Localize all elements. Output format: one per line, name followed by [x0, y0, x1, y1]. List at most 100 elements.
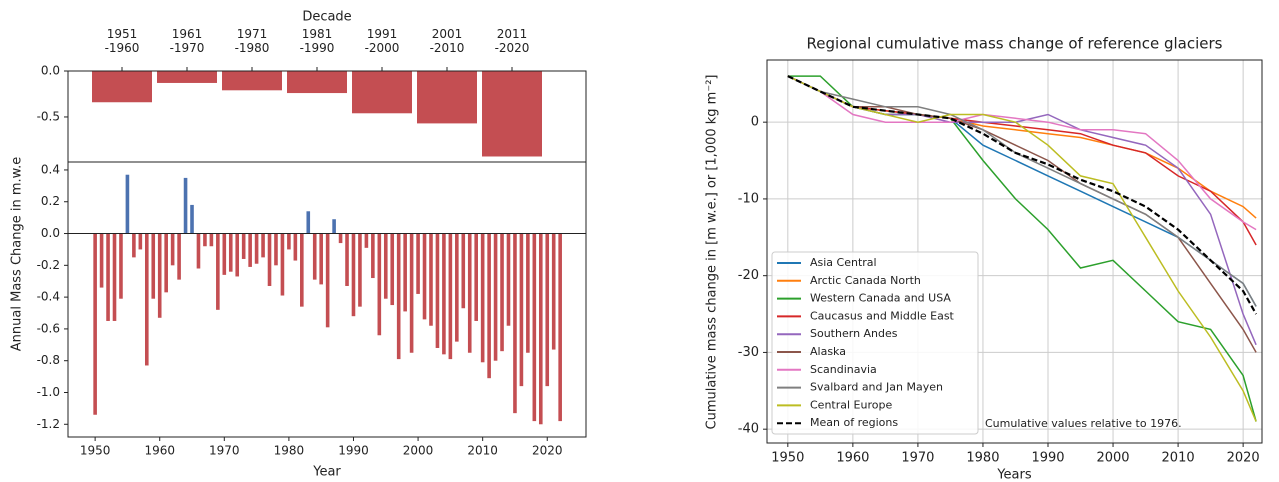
line — [787, 75, 1257, 231]
legend-label: Alaska — [810, 345, 846, 358]
line — [787, 75, 1257, 219]
line — [787, 75, 1258, 315]
x-tick-label: 2000 — [403, 444, 434, 458]
x-tick-label: 1990 — [1031, 451, 1064, 466]
y-tick-label: 0 — [751, 115, 759, 130]
line — [787, 75, 1257, 246]
y-tick-label: 0.2 — [41, 194, 60, 208]
bar — [261, 233, 265, 258]
bar — [312, 233, 317, 280]
bar — [383, 233, 388, 299]
bar — [455, 233, 459, 342]
bar — [482, 71, 542, 157]
x-axis-label: Years — [996, 468, 1032, 482]
bar — [474, 233, 478, 321]
x-tick-label: 1990 — [338, 444, 369, 458]
x-tick-label: 1961 -1970 — [169, 27, 205, 55]
bar — [351, 233, 356, 317]
line — [787, 75, 1257, 422]
bar — [409, 233, 414, 353]
legend-label: Mean of regions — [810, 416, 898, 429]
y-tick-label: -40 — [738, 422, 759, 437]
bar — [526, 233, 530, 353]
x-tick-label: 1970 — [901, 451, 934, 466]
bar — [325, 233, 330, 328]
y-tick-label: 0.0 — [41, 64, 60, 78]
bar — [345, 233, 349, 286]
bar — [203, 233, 207, 247]
bar — [132, 233, 136, 258]
chart-title: Regional cumulative mass change of refer… — [807, 35, 1223, 53]
bar — [519, 233, 524, 387]
bar — [183, 177, 188, 234]
bar — [532, 233, 537, 422]
bar — [364, 233, 369, 248]
x-tick-label: 2020 — [532, 444, 563, 458]
bar — [222, 71, 282, 91]
bar — [99, 233, 104, 288]
bar — [92, 71, 152, 103]
x-tick-label: 2011 -2020 — [494, 27, 530, 55]
y-axis-label: Annual Mass Change in m.w.e — [10, 157, 25, 351]
bar — [267, 233, 272, 286]
bar — [538, 233, 543, 425]
bar — [493, 233, 498, 361]
bar — [352, 71, 412, 114]
x-axis-label: Decade — [302, 10, 351, 25]
bar — [254, 233, 259, 264]
y-tick-label: -20 — [738, 268, 759, 283]
x-tick-label: 1981 -1990 — [299, 27, 335, 55]
y-tick-label: -1.2 — [37, 417, 60, 431]
bar — [112, 233, 117, 321]
bar — [480, 233, 485, 363]
bar — [209, 233, 214, 247]
legend-label: Scandinavia — [810, 363, 877, 376]
x-tick-label: 1950 — [771, 451, 804, 466]
bar — [403, 233, 407, 312]
bar — [164, 233, 168, 293]
x-tick-label: 1960 — [836, 451, 869, 466]
bar — [435, 233, 440, 348]
bar — [513, 233, 517, 414]
bar — [396, 233, 401, 360]
bar — [558, 233, 562, 422]
x-tick-label: 2001 -2010 — [429, 27, 465, 55]
bar — [545, 233, 550, 387]
y-axis-label: Cumulative mass change in [m w.e.] or [1… — [705, 75, 720, 430]
bar — [216, 233, 220, 310]
x-tick-label: 1991 -2000 — [364, 27, 400, 55]
x-tick-label: 1950 — [80, 444, 111, 458]
legend-label: Central Europe — [810, 398, 892, 411]
bar — [196, 233, 201, 269]
axes-frame — [766, 59, 1263, 444]
bar — [280, 233, 285, 296]
x-tick-label: 1970 — [209, 444, 240, 458]
bar — [461, 233, 466, 309]
legend-label: Asia Central — [810, 256, 877, 269]
y-tick-label: -10 — [738, 191, 759, 206]
bar — [300, 233, 304, 307]
legend-label: Arctic Canada North — [810, 274, 921, 287]
legend-label: Southern Andes — [810, 327, 898, 340]
bar — [377, 233, 382, 336]
bar — [287, 71, 347, 94]
bar — [151, 233, 156, 299]
bar — [448, 233, 453, 360]
bar — [222, 233, 227, 275]
bar — [170, 233, 175, 266]
legend-label: Western Canada and USA — [810, 292, 951, 305]
bar — [119, 233, 123, 299]
y-tick-label: -1.0 — [37, 385, 60, 399]
bar — [500, 233, 504, 352]
line — [787, 75, 1257, 353]
bar — [487, 233, 491, 379]
x-tick-label: 1971 -1980 — [234, 27, 270, 55]
y-tick-label: -0.6 — [37, 321, 60, 335]
bar — [157, 71, 217, 83]
bar — [332, 219, 336, 234]
y-tick-label: 0.0 — [41, 226, 60, 240]
y-tick-label: 0.4 — [41, 162, 60, 176]
line — [787, 75, 1257, 307]
